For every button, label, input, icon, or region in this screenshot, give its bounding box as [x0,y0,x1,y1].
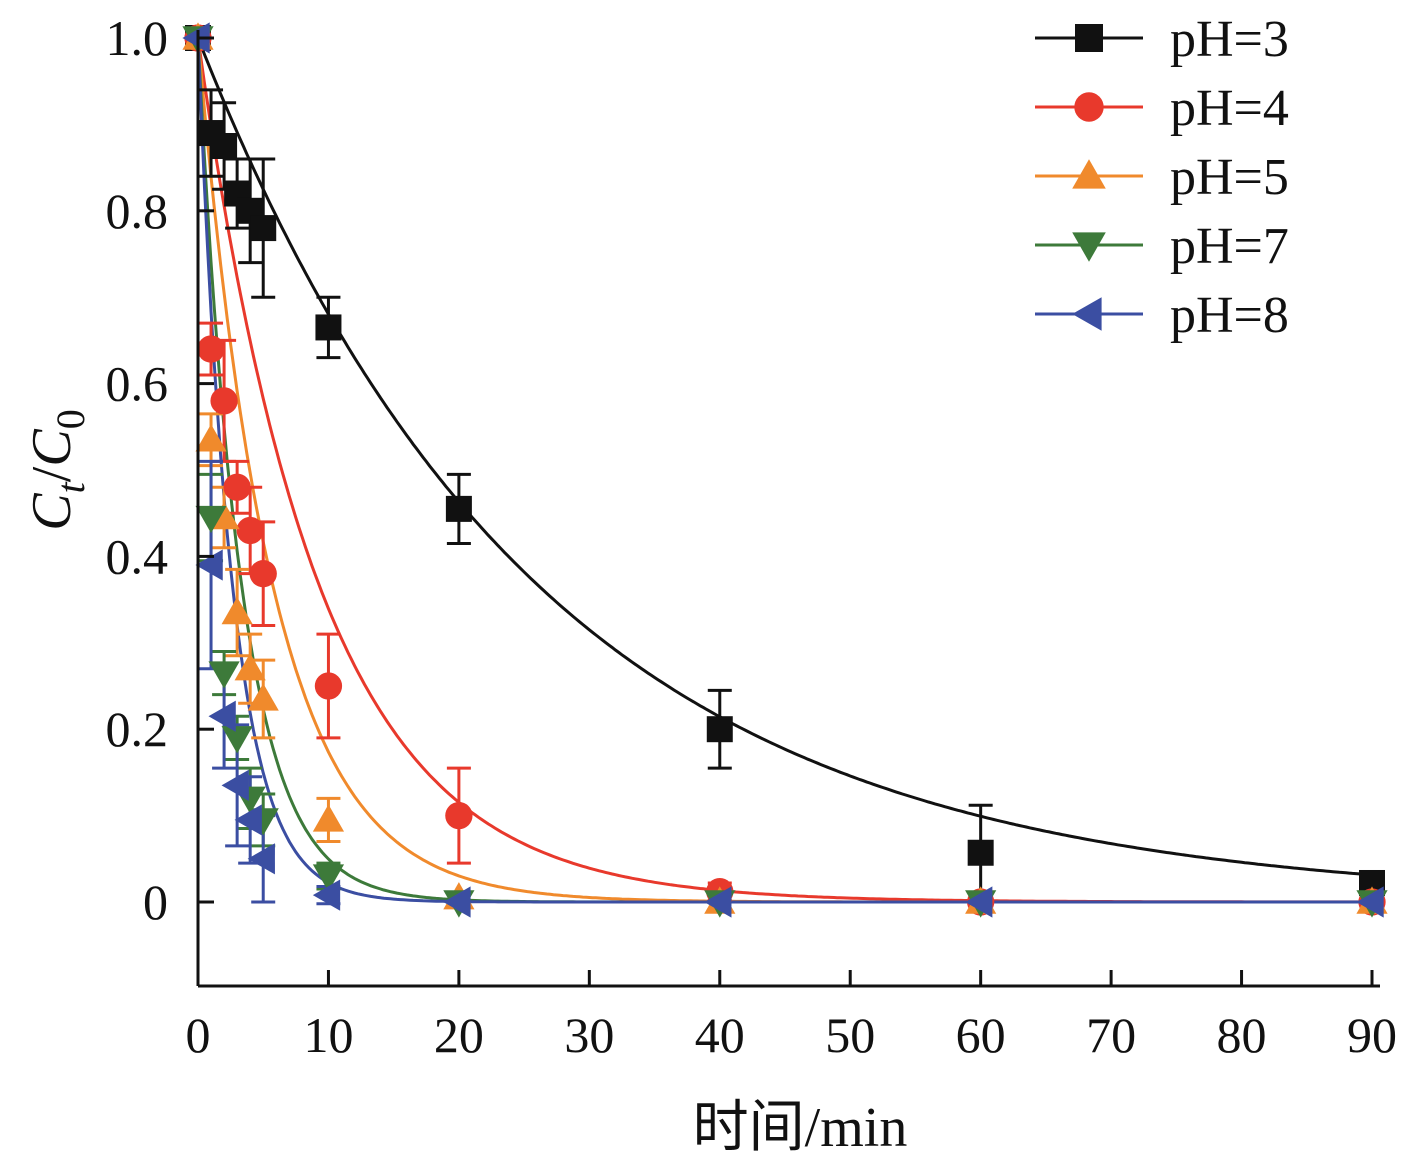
legend-marker [1072,297,1102,331]
x-tick-label: 20 [434,1007,484,1063]
x-tick-label: 0 [186,1007,211,1063]
x-tick-label: 30 [564,1007,614,1063]
legend-label: pH=7 [1170,218,1289,275]
data-point-pH=8 [965,886,993,918]
legend-marker [1072,232,1106,262]
data-point-pH=7 [208,661,240,689]
data-point-pH=8 [704,886,732,918]
x-tick-label: 50 [825,1007,875,1063]
data-point-pH=5 [312,804,345,832]
data-point-pH=7 [195,505,227,534]
y-axis-base2: C [21,429,83,467]
legend-item: pH=4 [1035,80,1289,137]
x-tick-label: 80 [1217,1007,1267,1063]
legend: pH=3 pH=4 pH=5 pH=7 pH=8 [1035,11,1289,344]
legend-item: pH=3 [1035,11,1289,68]
data-point-pH=3 [315,314,342,341]
y-tick-label: 0 [143,874,168,930]
x-tick-label: 60 [956,1007,1006,1063]
data-point-pH=8 [208,700,236,732]
fit-curve-pH=3 [196,37,1373,877]
data-point-pH=5 [247,683,279,711]
y-axis-base: C [21,493,83,531]
data-point-pH=8 [247,843,275,875]
data-point-pH=4 [236,516,264,545]
svg-text:Ct/C0: Ct/C0 [21,409,93,530]
data-point-pH=3 [706,716,733,743]
fit-curve-pH=8 [196,37,1372,904]
data-point-pH=4 [445,801,473,830]
data-point-pH=8 [182,22,210,54]
legend-marker [1075,24,1103,52]
legend-label: pH=8 [1170,287,1289,344]
fit-curves [196,37,1373,904]
y-axis-title: Ct/C0 [21,409,93,530]
legend-label: pH=3 [1170,11,1289,68]
data-point-pH=7 [221,726,253,754]
data-point-pH=5 [234,653,266,681]
data-point-pH=5 [221,596,253,625]
legend-item: pH=5 [1035,149,1289,206]
data-point-pH=4 [314,672,343,700]
y-tick-label: 0.4 [106,528,169,584]
y-axis-sep: / [21,466,83,482]
legend-label: pH=4 [1170,80,1289,137]
data-point-pH=8 [1356,886,1384,918]
data-point-pH=8 [195,549,223,581]
data-markers [182,22,1388,918]
legend-label: pH=5 [1170,149,1289,206]
data-point-pH=8 [443,886,471,918]
data-point-pH=3 [250,215,277,242]
data-point-pH=8 [234,804,262,836]
legend-item: pH=8 [1035,287,1289,344]
data-point-pH=8 [221,769,249,801]
data-point-pH=4 [210,387,238,415]
axes: 0 10 20 30 40 50 60 70 80 90 0 0.2 0.4 0.6 0.8 1.0 [106,10,1398,1063]
legend-marker [1072,159,1106,189]
x-tick-label: 10 [303,1007,353,1063]
y-tick-label: 0.2 [106,701,169,757]
data-point-pH=3 [211,133,238,159]
data-point-pH=4 [249,560,277,588]
y-tick-label: 1.0 [106,10,169,66]
x-tick-label: 40 [695,1007,745,1063]
legend-marker [1074,92,1104,122]
data-point-pH=4 [197,335,225,363]
y-tick-label: 0.8 [106,183,169,239]
data-point-pH=7 [312,864,345,892]
data-point-pH=3 [967,839,994,866]
data-point-pH=3 [445,495,472,522]
x-tick-label: 90 [1347,1007,1397,1063]
data-point-pH=8 [312,879,341,911]
data-point-pH=4 [223,473,251,501]
y-axis-sub-den: 0 [48,409,93,429]
y-axis-sub-num: t [48,481,93,493]
legend-item: pH=7 [1035,218,1289,275]
data-point-pH=5 [195,424,227,452]
x-axis-title: 时间/min [693,1097,908,1159]
x-tick-label: 70 [1086,1007,1136,1063]
y-tick-label: 0.6 [106,356,169,412]
